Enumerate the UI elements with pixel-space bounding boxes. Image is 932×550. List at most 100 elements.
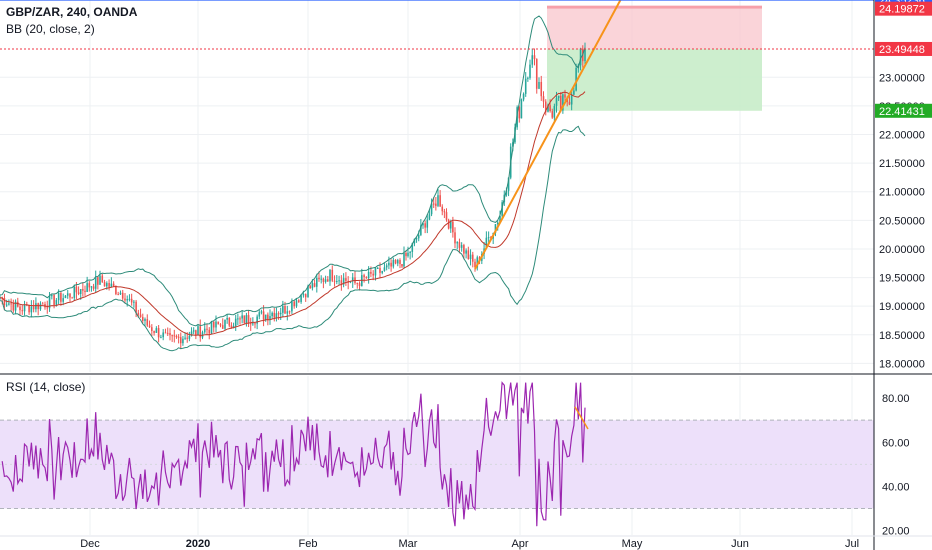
candle-body [160, 337, 162, 339]
candle-body [351, 277, 354, 282]
candle-body [71, 297, 73, 299]
time-axis[interactable]: Dec 2020 Feb Mar Apr May Jun Jul [0, 535, 932, 550]
candle-body [527, 77, 529, 79]
price-tick-label: 20.50000 [879, 215, 925, 227]
rsi-tick-label: 60.00 [882, 437, 910, 449]
candle-body [133, 301, 135, 303]
candle-body [206, 328, 208, 330]
candle-body [555, 98, 558, 106]
candle-body [269, 316, 271, 320]
candle-body [182, 338, 184, 344]
candle-body [435, 203, 437, 206]
candle-body [157, 328, 160, 338]
candle-body [428, 214, 431, 220]
candle-body [338, 280, 340, 282]
candle-body [420, 225, 422, 235]
candle-body [471, 254, 474, 262]
candle-body [535, 59, 538, 89]
time-tick-label: Feb [299, 538, 318, 550]
candle-body [37, 303, 39, 310]
price-tick-label: 20.00000 [879, 244, 925, 256]
candle-body [64, 295, 67, 299]
bb-indicator-legend[interactable]: BB (20, close, 2) [6, 22, 95, 36]
price-badge [875, 41, 932, 56]
candle-body [169, 333, 171, 336]
rsi-pane[interactable] [0, 376, 874, 535]
candle-body [487, 237, 490, 239]
candle-body [494, 224, 497, 233]
candle-body [69, 293, 71, 298]
candle-body [119, 292, 122, 295]
candle-body [128, 298, 131, 300]
candle-body [97, 277, 99, 285]
candle-body [275, 313, 278, 318]
time-tick-label: Apr [511, 538, 528, 550]
price-tick-label: 18.00000 [879, 358, 925, 370]
candle-body [540, 81, 543, 97]
candle-body [164, 332, 167, 334]
candle-body [388, 262, 390, 266]
candle-body [62, 298, 64, 302]
candle-body [141, 317, 144, 321]
candle-body [318, 277, 320, 280]
candle-body [573, 90, 575, 95]
candle-body [441, 206, 444, 212]
candle-body [533, 55, 536, 60]
candle-body [304, 294, 307, 298]
candle-body [538, 81, 540, 89]
stop-loss-zone[interactable] [547, 8, 762, 49]
candle-body [345, 278, 347, 281]
candle-body [300, 295, 302, 302]
candle-body [279, 312, 282, 315]
take-profit-zone[interactable] [547, 48, 762, 111]
candle-body [422, 223, 424, 226]
candle-body [445, 212, 448, 220]
rsi-tick-label: 80.00 [882, 393, 910, 405]
candle-body [195, 330, 197, 336]
candle-body [430, 203, 433, 215]
candle-body [239, 318, 241, 320]
candle-body [454, 232, 456, 244]
candle-body [124, 298, 126, 301]
candle-body [12, 303, 15, 311]
candle-body [262, 311, 265, 320]
trend-line[interactable] [474, 0, 622, 270]
candle-body [88, 283, 91, 288]
candle-body [426, 219, 429, 228]
candle-body [94, 277, 97, 289]
candle-body [179, 337, 182, 344]
price-tick-label: 21.50000 [879, 158, 925, 170]
rsi-axis[interactable]: 80.00 60.00 40.00 20.00 [882, 393, 910, 537]
candle-body [82, 289, 84, 291]
candle-body [376, 268, 379, 270]
candle-body [21, 310, 24, 312]
rsi-indicator-legend[interactable]: RSI (14, close) [6, 380, 86, 394]
candle-body [234, 318, 237, 327]
candle-body [372, 273, 374, 276]
candle-body [544, 101, 547, 112]
candle-body [411, 243, 414, 252]
candle-body [264, 314, 267, 320]
candle-body [568, 101, 571, 105]
candle-body [75, 286, 78, 293]
candle-body [286, 311, 289, 314]
candle-body [197, 326, 199, 336]
candle-body [374, 268, 377, 276]
price-badge [875, 103, 932, 118]
candle-body [547, 105, 549, 112]
candle-body [562, 94, 564, 111]
candle-body [557, 95, 560, 99]
candle-body [584, 48, 586, 62]
candle-body [392, 259, 395, 267]
candle-body [284, 306, 286, 314]
price-axis[interactable]: 23.0000022.5000022.0000021.5000021.00000… [873, 0, 932, 550]
rsi-trend-line[interactable] [574, 406, 589, 430]
candle-body [144, 319, 146, 321]
candle-body [331, 269, 334, 281]
candle-body [10, 303, 12, 305]
price-pane[interactable] [0, 0, 932, 375]
candle-body [184, 337, 186, 339]
candle-body [28, 305, 30, 313]
candle-body [452, 221, 454, 233]
